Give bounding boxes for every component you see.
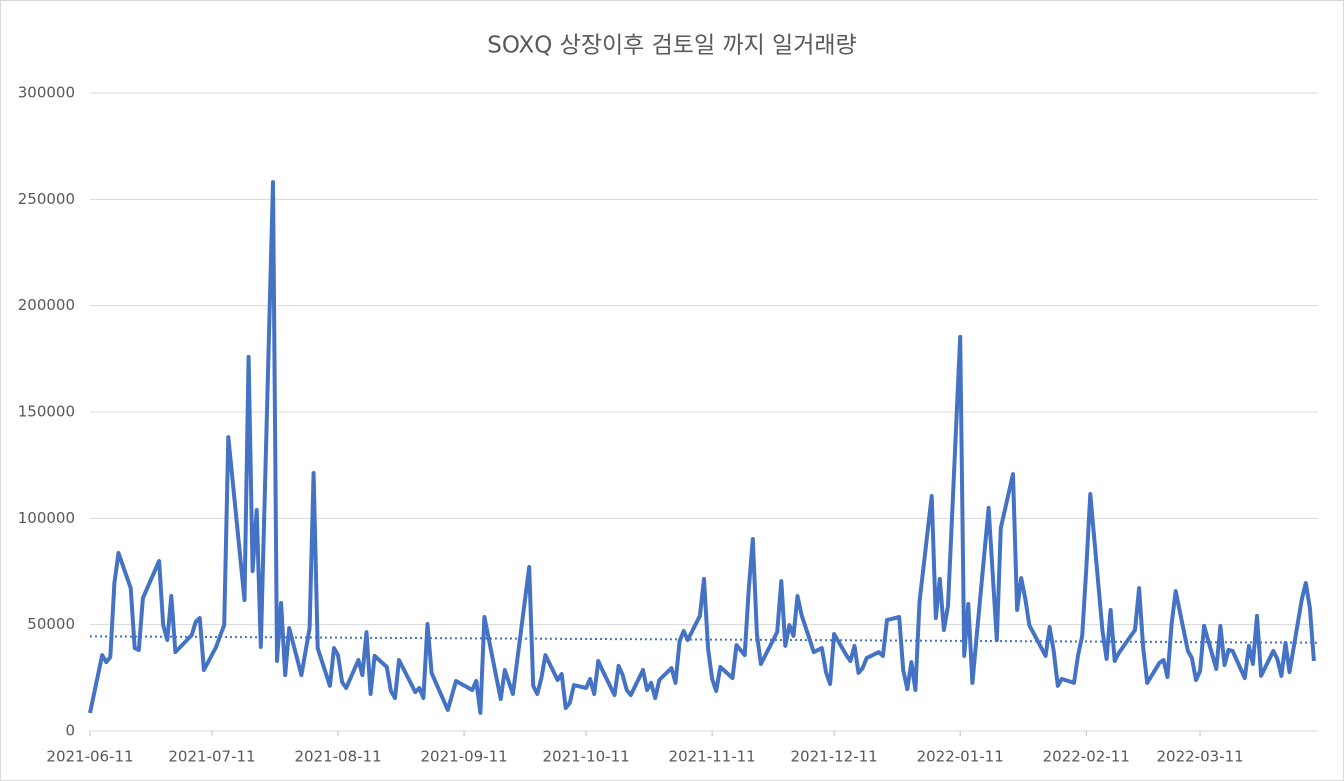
x-tick-label: 2022-01-11: [917, 748, 1004, 766]
x-tick-label: 2021-09-11: [420, 748, 507, 766]
y-tick-label: 100000: [18, 509, 75, 527]
series-line: [88, 180, 1316, 715]
y-tick-label: 50000: [27, 615, 75, 633]
y-tick-label: 0: [65, 722, 75, 740]
x-tick-label: 2021-08-11: [294, 748, 381, 766]
y-tick-label: 150000: [18, 403, 75, 421]
x-tick-label: 2021-11-11: [669, 748, 756, 766]
y-tick-label: 300000: [18, 84, 75, 102]
chart-title: SOXQ 상장이후 검토일 까지 일거래량: [487, 33, 856, 59]
x-tick-label: 2021-12-11: [791, 748, 878, 766]
x-tick-label: 2021-07-11: [168, 748, 255, 766]
x-tick-label: 2021-10-11: [542, 748, 629, 766]
x-tick-label: 2021-06-11: [46, 748, 133, 766]
x-tick-label: 2022-02-11: [1043, 748, 1130, 766]
y-tick-label: 200000: [18, 296, 75, 314]
x-tick-label: 2022-03-11: [1156, 748, 1243, 766]
y-tick-label: 250000: [18, 190, 75, 208]
